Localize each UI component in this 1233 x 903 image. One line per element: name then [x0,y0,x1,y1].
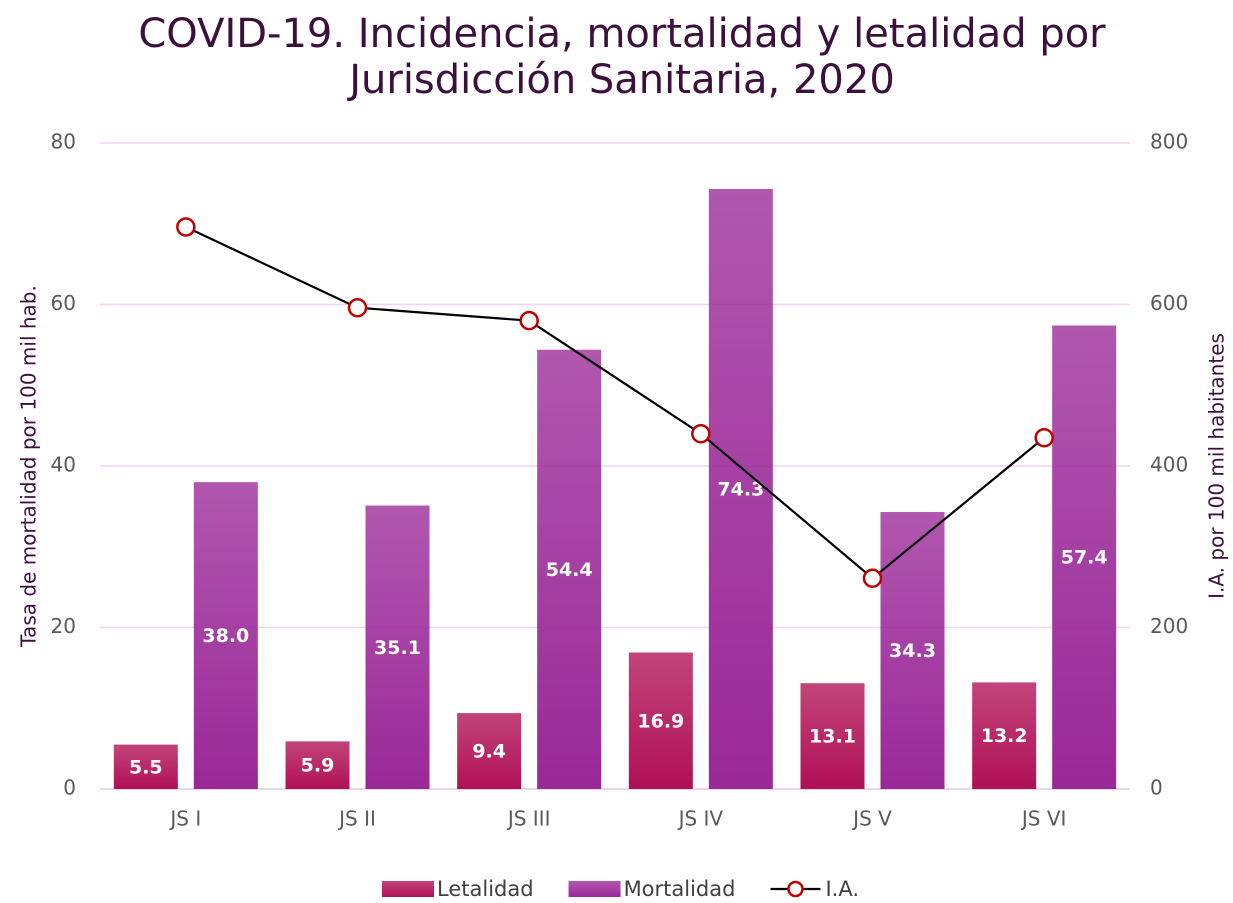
bar [880,512,945,789]
data-label: 13.1 [809,726,856,748]
data-label: 35.1 [374,637,421,659]
y-tick-label: 40 [51,453,76,477]
bar [285,741,350,789]
y2-tick-label: 600 [1150,291,1188,315]
data-label: 16.9 [637,710,684,732]
y2-tick-label: 400 [1150,453,1188,477]
legend-swatch [382,881,434,897]
x-tick-label: JS II [337,807,376,831]
y2-tick-label: 800 [1150,130,1188,154]
legend-label: Letalidad [437,877,534,901]
data-label: 57.4 [1061,547,1108,569]
data-label: 13.2 [981,725,1028,747]
x-tick-label: JS IV [677,807,724,831]
data-label: 5.5 [129,756,163,778]
bar [365,505,430,789]
chart-title: Jurisdicción Sanitaria, 2020 [346,57,895,103]
data-label: 5.9 [301,755,335,777]
line-marker [519,310,539,331]
legend-label: I.A. [825,877,859,901]
line-marker [347,297,368,318]
x-tick-label: JS III [506,807,551,831]
bar [537,349,602,789]
chart-title: COVID-19. Incidencia, mortalidad y letal… [138,11,1106,57]
y-tick-label: 60 [51,291,76,315]
y-tick-label: 0 [63,776,76,800]
bar [628,652,693,789]
line-marker [862,568,883,588]
bar [113,744,178,789]
line [185,225,1045,580]
bar [708,189,773,790]
y-tick-label: 20 [51,614,76,638]
data-label: 34.3 [889,640,936,662]
bar [457,713,522,789]
bar [972,682,1037,789]
y-tick-label: 80 [51,130,76,154]
bar [1052,325,1117,789]
line-marker [691,423,711,444]
data-label: 38.0 [202,625,249,647]
x-tick-label: JS I [168,807,201,831]
data-label: 74.3 [717,479,764,501]
legend-swatch [568,881,621,897]
line-marker [1034,427,1054,448]
y2-axis-title: I.A. por 100 mil habitantes [1205,333,1229,599]
line-marker [176,217,196,237]
y2-tick-label: 0 [1150,776,1163,800]
y-axis-title: Tasa de mortalidad por 100 mil hab. [17,285,41,648]
legend-label: Mortalidad [624,877,736,901]
x-tick-label: JS V [851,807,892,831]
bar [800,683,865,789]
data-label: 54.4 [546,559,593,581]
y2-tick-label: 200 [1150,614,1188,638]
x-tick-label: JS VI [1020,807,1067,831]
legend-swatch [787,880,804,898]
bar [193,482,258,789]
data-label: 9.4 [472,741,506,763]
